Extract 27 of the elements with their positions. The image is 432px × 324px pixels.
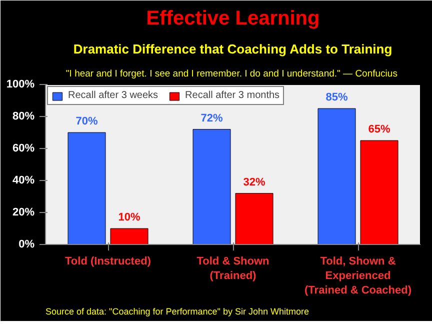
chart-title: Effective Learning: [146, 8, 320, 30]
data-label: 32%: [243, 176, 266, 188]
bar: [318, 108, 356, 244]
source-note: Source of data: "Coaching for Performance" by Sir John Whitmore: [46, 306, 310, 316]
x-tick-label: Told, Shown & Experienced (Trained & Coached): [304, 256, 412, 296]
bar: [110, 228, 148, 244]
bar: [360, 140, 398, 244]
y-tick-label: 0%: [18, 238, 35, 250]
y-tick-label: 80%: [12, 110, 35, 122]
legend-label: Recall after 3 months: [185, 90, 280, 101]
chart-subtitle: Dramatic Difference that Coaching Adds to Training: [73, 42, 392, 56]
y-tick-label: 60%: [12, 142, 35, 154]
data-label: 72%: [200, 112, 223, 124]
x-tick-label: Told & Shown (Trained): [196, 256, 270, 282]
data-label: 10%: [118, 212, 140, 224]
bar: [68, 132, 106, 244]
legend-label: Recall after 3 weeks: [68, 90, 158, 101]
data-label: 65%: [368, 124, 390, 136]
bar: [192, 129, 231, 244]
y-tick-label: 20%: [12, 206, 35, 218]
data-label: 85%: [326, 92, 348, 104]
bar: [235, 193, 274, 244]
data-label: 70%: [76, 116, 98, 128]
y-tick-label: 40%: [12, 174, 35, 186]
y-tick-label: 100%: [6, 78, 35, 90]
x-tick-label: Told (Instructed): [65, 256, 152, 268]
text: "I hear and I forget. I see and I remember. I do and I understand." — Confucius: [66, 68, 398, 80]
